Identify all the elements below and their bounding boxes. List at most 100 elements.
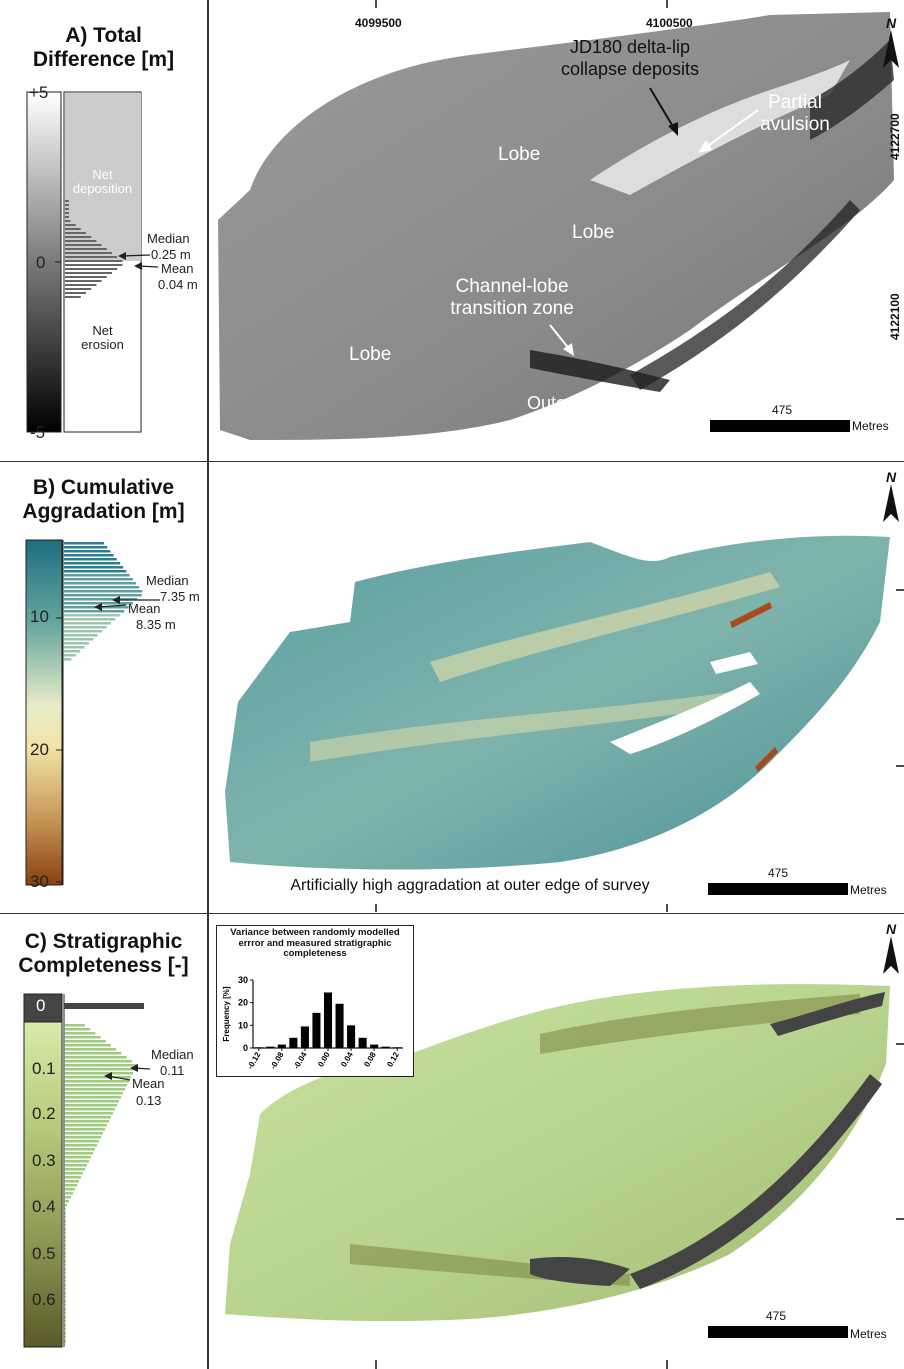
histogram-bar: [64, 598, 138, 601]
north-label: N: [885, 15, 897, 31]
histogram-bar: [65, 280, 102, 282]
histogram-bar: [65, 212, 69, 214]
x-tick-label: 0.08: [362, 1050, 378, 1068]
histogram-bar: [65, 1300, 66, 1303]
histogram-bar: [65, 292, 86, 294]
histogram-bar: [65, 1272, 66, 1275]
histogram-bar: [65, 240, 97, 242]
histogram-bar: [65, 1188, 75, 1191]
scale-value: 475: [768, 866, 789, 880]
histogram-bar: [65, 248, 107, 250]
y-tick-label: 30: [238, 975, 248, 985]
inset-chart-title: Variance between randomly modelled errro…: [230, 927, 400, 959]
edge-artifact: [755, 747, 778, 772]
median-arrowhead: [118, 252, 126, 260]
inset-bar--0.06: [289, 1037, 298, 1048]
histogram-bar: [65, 1040, 106, 1043]
histogram-bar: [65, 272, 112, 274]
tick-label-01: 0.1: [32, 1059, 56, 1078]
histogram-bar: [64, 566, 124, 569]
tick-label-05: 0.5: [32, 1244, 56, 1263]
histogram-bar: [64, 638, 94, 641]
inset-bar--0.08: [277, 1044, 286, 1048]
histogram-bar: [64, 546, 108, 549]
histogram-bar: [65, 1248, 66, 1251]
north-arrow-icon: [883, 936, 899, 974]
annot-transition: Channel-lobe transition zone: [432, 276, 592, 320]
histogram-bar: [65, 1108, 115, 1111]
net-erosion-label: Net erosion: [64, 324, 141, 352]
histogram-bar: [65, 1308, 66, 1311]
panel-a-title-line1: A) Total: [65, 24, 142, 47]
histogram-bar: [65, 252, 112, 254]
tick-label-plus5: +5: [29, 83, 49, 102]
coord-y-4122700: 4122700: [888, 113, 902, 160]
histogram-bar: [65, 1236, 66, 1239]
histogram-bar: [65, 1044, 111, 1047]
histogram-bar: [64, 558, 117, 561]
panel-c-legend: [23, 993, 151, 1348]
annot-avulsion-line2: avulsion: [760, 114, 830, 135]
tick-label-04: 0.4: [32, 1197, 56, 1216]
histogram-bar: [65, 1068, 135, 1071]
histogram-bar: [65, 296, 81, 298]
panel-cumulative-aggradation: B) Cumulative Aggradation [m] 10 20 30 M…: [0, 462, 904, 914]
histogram-bar: [65, 1180, 79, 1183]
median-value: 7.35 m: [160, 589, 200, 604]
north-arrow: N: [880, 16, 902, 70]
arrow-outer-bend-head: [677, 368, 689, 380]
mean-label: Mean: [132, 1076, 165, 1091]
panel-c-title: C) Stratigraphic Completeness [-]: [0, 930, 207, 978]
coord-x-4099500: 4099500: [355, 16, 402, 30]
zero-bar: [64, 1003, 144, 1009]
histogram-bar: [65, 1036, 101, 1039]
histogram-bar: [65, 1164, 87, 1167]
x-tick-label: -0.12: [246, 1050, 263, 1071]
histogram-bar: [65, 1280, 66, 1283]
histogram-bar: [65, 1076, 131, 1079]
histogram-bar: [65, 288, 92, 290]
median-value: 0.25 m: [151, 247, 191, 262]
histogram-bar: [64, 646, 85, 649]
zero-band: [23, 993, 63, 1023]
histogram-bar: [65, 256, 118, 258]
panel-a-title-line2: Difference [m]: [32, 48, 175, 71]
survey-footprint: [225, 535, 890, 870]
yellow-band: [310, 692, 730, 762]
inset-bar-0.04: [347, 1025, 356, 1048]
histogram-bar: [65, 1264, 66, 1267]
annot-lobe-2: Lobe: [572, 222, 615, 243]
histogram-bar: [65, 1172, 83, 1175]
colorbar-completeness: [23, 1021, 63, 1348]
histogram-bar: [65, 1160, 89, 1163]
net-deposition-line2: deposition: [72, 181, 133, 196]
histogram-bar: [65, 1208, 66, 1211]
arrow-avulsion: [704, 109, 759, 149]
histogram-bar: [64, 586, 140, 589]
annot-collapse-line1: JD180 delta-lip: [569, 37, 691, 57]
histogram-bar: [65, 1120, 109, 1123]
panel-a-divider: [207, 0, 209, 462]
histogram-bar: [65, 1336, 66, 1339]
histogram-bar: [65, 260, 123, 262]
histogram-bar: [65, 1072, 133, 1075]
histogram-bar: [64, 602, 133, 605]
histogram-bar: [65, 208, 69, 210]
histogram-bar: [65, 264, 123, 266]
histogram-bar: [65, 1304, 66, 1307]
histogram-bar: [64, 658, 72, 661]
histogram-bar: [65, 1184, 77, 1187]
histogram-bar: [65, 1296, 66, 1299]
x-tick-label: 0.12: [385, 1050, 401, 1068]
annot-collapse: JD180 delta-lip collapse deposits: [540, 36, 720, 80]
panel-b-title-line2: Aggradation [m]: [22, 500, 185, 523]
histogram-bar: [64, 634, 98, 637]
histogram-bar: [65, 1328, 66, 1331]
histogram-bar: [65, 1124, 107, 1127]
coord-x-4100500: 4100500: [646, 16, 693, 30]
inset-bar--0.10: [266, 1046, 275, 1048]
map-aggradation: Artificially high aggradation at outer e…: [210, 462, 904, 912]
x-tick-label: -0.08: [269, 1050, 286, 1071]
tick-label-30: 30: [30, 872, 49, 891]
histogram-bar: [65, 1212, 66, 1215]
